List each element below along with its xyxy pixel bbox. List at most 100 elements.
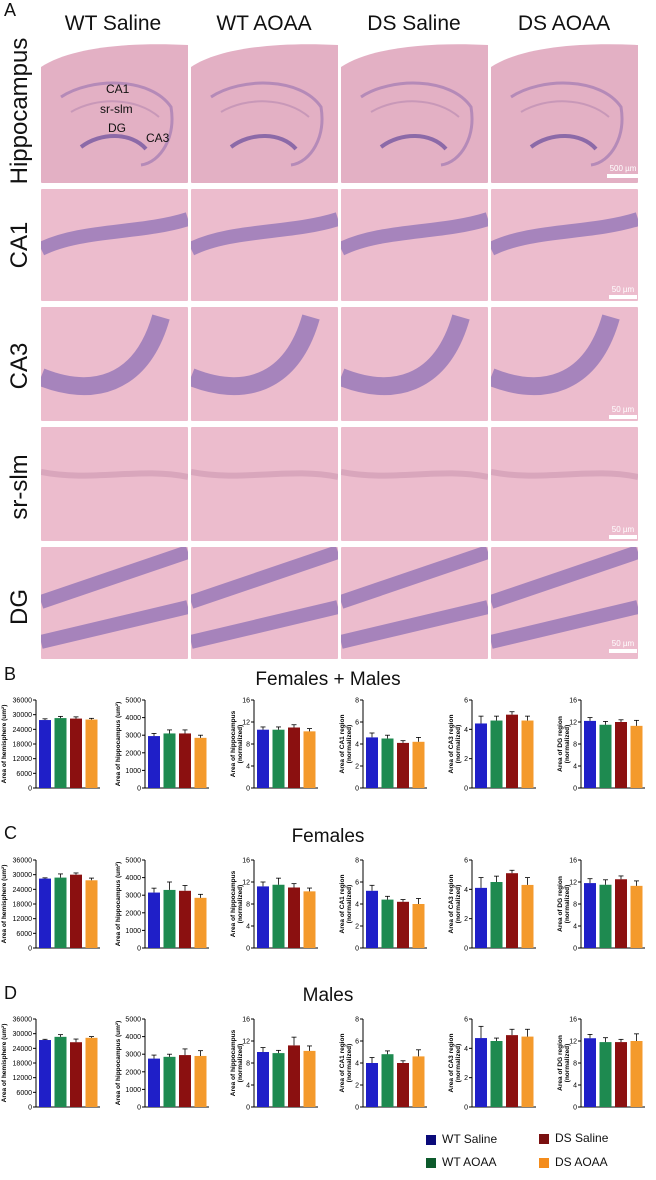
micrograph-sr-slm-wt-aoaa — [191, 427, 338, 541]
chart-3-1-tick-label-2: 12000 — [13, 1075, 33, 1082]
chart-1-5-ylabel: Area of CA3 region(normalized) — [448, 715, 462, 774]
micrograph-ca1-ds-saline — [341, 189, 488, 301]
chart-3-3-tick-label-0: 0 — [246, 1105, 250, 1112]
chart-2-5-bar-wt-saline — [475, 887, 487, 948]
chart-2-3-tick-label-3: 12 — [242, 880, 250, 887]
chart-3-4-tick-label-4: 8 — [355, 1017, 359, 1024]
chart-2-4-bar-wt-saline — [366, 890, 378, 948]
chart-2-5-ylabel: Area of CA3 region(normalized) — [448, 875, 462, 934]
chart-2-6-tick-label-1: 4 — [573, 924, 577, 931]
chart-2-2-tick-label-0: 0 — [137, 946, 141, 953]
chart-2-3-tick-label-1: 4 — [246, 924, 250, 931]
chart-2-5-tick-label-2: 4 — [464, 887, 468, 894]
chart-1-1-bar-wt-aoaa — [54, 718, 67, 788]
scalebar-ca3: 50 µm — [609, 405, 637, 419]
chart-3-4-bar-ds-aoaa — [412, 1056, 425, 1107]
chart-2-1-ylabel: Area of hemisphere (um²) — [1, 865, 8, 944]
chart-1-4-bar-ds-saline — [397, 742, 409, 788]
chart-3-2-tick-label-3: 3000 — [125, 1052, 141, 1059]
micrograph-dg-ds-aoaa — [491, 547, 638, 659]
panel-letter-d: D — [4, 983, 17, 1003]
chart-3-4-tick-label-0: 0 — [355, 1105, 359, 1112]
micrograph-ca3-ds-saline — [341, 307, 488, 421]
chart-1-1-tick-label-1: 6000 — [16, 771, 32, 778]
chart-1-3-bar-wt-aoaa — [272, 729, 285, 788]
chart-2-3-tick-label-2: 8 — [246, 902, 250, 909]
chart-1-3-tick-label-0: 0 — [246, 786, 250, 793]
chart-3-5-ylabel: Area of CA3 region(normalized) — [448, 1034, 462, 1093]
chart-1-4-ylabel: Area of CA1 region(normalized) — [339, 715, 353, 774]
chart-2-4-tick-label-1: 2 — [355, 924, 359, 931]
micrograph-sr-slm-ds-saline — [341, 427, 488, 541]
chart-2-6-bar-ds-aoaa — [630, 885, 643, 948]
chart-1-1-tick-label-0: 0 — [28, 786, 32, 793]
chart-3-1-tick-label-1: 6000 — [16, 1090, 32, 1097]
micrograph-ca3-wt-aoaa — [191, 307, 338, 421]
micrograph-ca1-wt-saline — [41, 189, 188, 301]
chart-3-6-bar-ds-saline — [615, 1042, 627, 1107]
chart-2-2-bar-ds-aoaa — [194, 897, 207, 948]
chart-2-4-ylabel: Area of CA1 region(normalized) — [339, 875, 353, 934]
chart-1-6-bar-wt-saline — [584, 720, 596, 788]
chart-2-1-tick-label-2: 12000 — [13, 916, 33, 923]
micrograph-ca1-wt-aoaa — [191, 189, 338, 301]
chart-3-3-tick-label-4: 16 — [242, 1017, 250, 1024]
chart-2-5-tick-label-1: 2 — [464, 916, 468, 923]
chart-3-6-tick-label-0: 0 — [573, 1105, 577, 1112]
chart-2-5-bar-wt-aoaa — [490, 882, 503, 948]
chart-1-6-bar-ds-aoaa — [630, 725, 643, 788]
chart-2-4-bar-ds-aoaa — [412, 904, 425, 948]
chart-3-1-bar-ds-saline — [70, 1042, 82, 1107]
micrograph-hippocampus-ds-aoaa — [491, 37, 638, 183]
chart-1-5-tick-label-1: 2 — [464, 756, 468, 763]
chart-3-5-bar-wt-saline — [475, 1038, 487, 1107]
chart-1-2-tick-label-1: 1000 — [125, 768, 141, 775]
chart-3-2-bar-ds-aoaa — [194, 1055, 207, 1107]
chart-2-2-tick-label-2: 2000 — [125, 910, 141, 917]
chart-3-2-bar-wt-saline — [148, 1058, 160, 1107]
chart-1-4-tick-label-1: 2 — [355, 764, 359, 771]
chart-2-2-tick-label-1: 1000 — [125, 928, 141, 935]
scalebar-hippocampus-label: 500 µm — [609, 164, 637, 173]
chart-2-6-tick-label-2: 8 — [573, 902, 577, 909]
panel-letter-c: C — [4, 823, 17, 843]
chart-3-1-tick-label-0: 0 — [28, 1105, 32, 1112]
chart-1-1-tick-label-5: 30000 — [13, 712, 33, 719]
chart-3-4-ylabel: Area of CA1 region(normalized) — [339, 1034, 353, 1093]
chart-1-5-tick-label-2: 4 — [464, 727, 468, 734]
chart-3-2-ylabel: Area of hippocampus (um²) — [115, 1021, 122, 1106]
chart-1-3-tick-label-3: 12 — [242, 720, 250, 727]
chart-1-4-tick-label-3: 6 — [355, 720, 359, 727]
micrograph-sr-slm-ds-aoaa — [491, 427, 638, 541]
chart-1-2-bar-ds-aoaa — [194, 737, 207, 788]
micrograph-hippocampus-wt-saline — [41, 37, 188, 183]
chart-1-4-bar-wt-aoaa — [381, 738, 394, 788]
micrograph-dg-wt-aoaa — [191, 547, 338, 659]
chart-3-4-bar-wt-saline — [366, 1063, 378, 1107]
chart-2-4-tick-label-2: 4 — [355, 902, 359, 909]
scalebar-dg: 50 µm — [609, 639, 637, 653]
chart-1-1-tick-label-4: 24000 — [13, 727, 33, 734]
chart-1-3-bar-wt-saline — [257, 729, 269, 788]
panel-letter-a: A — [4, 0, 17, 20]
chart-3-3-bar-ds-aoaa — [303, 1050, 316, 1107]
micrograph-dg-wt-saline — [41, 547, 188, 659]
chart-1-2-tick-label-2: 2000 — [125, 750, 141, 757]
scalebar-hippocampus: 500 µm — [607, 164, 639, 178]
chart-3-5-tick-label-1: 2 — [464, 1075, 468, 1082]
chart-1-2-ylabel: Area of hippocampus (um²) — [115, 702, 122, 787]
chart-3-3-tick-label-3: 12 — [242, 1039, 250, 1046]
hippo-label-ca3: CA3 — [146, 131, 170, 145]
hippo-label-dg: DG — [108, 121, 126, 135]
chart-3-4-tick-label-3: 6 — [355, 1039, 359, 1046]
chart-1-1-bar-wt-saline — [39, 720, 51, 788]
chart-2-1-bar-ds-saline — [70, 874, 82, 948]
chart-3-1-bar-wt-aoaa — [54, 1036, 67, 1107]
chart-1-2-tick-label-5: 5000 — [125, 698, 141, 705]
chart-3-6-bar-wt-aoaa — [599, 1042, 612, 1107]
chart-3-2-tick-label-5: 5000 — [125, 1017, 141, 1024]
chart-3-1-tick-label-5: 30000 — [13, 1031, 33, 1038]
chart-1-2-bar-wt-aoaa — [163, 733, 176, 788]
chart-2-4-bar-ds-saline — [397, 901, 409, 948]
chart-2-2-tick-label-4: 4000 — [125, 875, 141, 882]
